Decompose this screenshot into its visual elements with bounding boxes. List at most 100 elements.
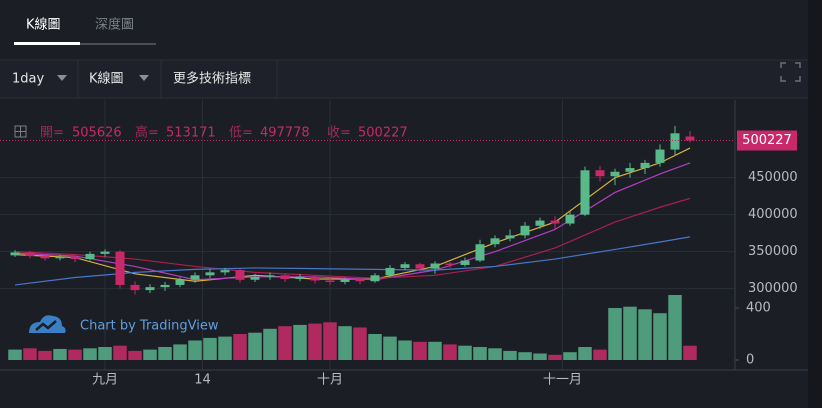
volume-bar: [173, 344, 187, 360]
candle-body: [145, 287, 155, 291]
dropdown-arrow: [57, 75, 67, 81]
candle-body: [280, 275, 290, 280]
y-tick-label: 350000: [748, 244, 798, 259]
volume-tick-label: 400: [746, 301, 771, 316]
candle-body: [430, 263, 440, 269]
volume-bar: [503, 350, 517, 360]
volume-bar: [488, 348, 502, 360]
candle-body: [595, 170, 605, 177]
dropdown-arrow: [139, 75, 149, 81]
candle-body: [445, 263, 455, 265]
legend-value: 505626: [72, 126, 122, 141]
watermark: Chart by TradingView: [29, 315, 219, 334]
volume-bar: [653, 313, 667, 360]
candle-body: [475, 244, 485, 261]
candle-body: [130, 284, 140, 291]
volume-bar: [23, 348, 37, 360]
candle-body: [520, 225, 530, 236]
volume-bar: [248, 332, 262, 360]
candle-body: [355, 279, 365, 282]
volume-bar: [473, 347, 487, 360]
indicators-button[interactable]: 更多技術指標: [173, 71, 251, 87]
volume-bar: [608, 308, 622, 360]
candle-body: [370, 275, 380, 282]
volume-bar: [428, 341, 442, 360]
candle-body: [580, 170, 590, 215]
volume-bar: [113, 345, 127, 360]
legend-value: 513171: [166, 126, 216, 141]
candle-body: [400, 264, 410, 268]
volume-bar: [638, 309, 652, 360]
candle-body: [310, 276, 320, 281]
style-select[interactable]: K線圖: [89, 71, 124, 87]
volume-bar: [563, 352, 577, 360]
candle-body: [505, 235, 515, 239]
candle-body: [115, 251, 125, 285]
x-tick-label: 十一月: [543, 373, 582, 388]
volume-bar: [578, 347, 592, 360]
tab-underline: [14, 42, 80, 45]
candle-body: [535, 220, 545, 226]
x-tick-label: 十月: [317, 373, 343, 388]
volume-bar: [278, 326, 292, 360]
y-tick-label: 450000: [748, 170, 798, 185]
legend-label: 開=: [40, 126, 64, 141]
volume-bar: [68, 349, 82, 360]
volume-bar: [338, 326, 352, 360]
candle-body: [685, 136, 695, 141]
fullscreen-button[interactable]: [780, 62, 801, 82]
legend-label: 高=: [135, 125, 159, 141]
candle-body: [325, 280, 335, 282]
volume-bar: [83, 348, 97, 360]
toolbar: [0, 60, 808, 98]
x-tick-label: 九月: [92, 373, 118, 388]
tab-underline-inactive: [80, 43, 156, 45]
tab-active[interactable]: K線圖: [26, 17, 61, 33]
volume-bar: [323, 322, 337, 360]
candle-body: [160, 284, 170, 288]
candle-body: [175, 279, 185, 285]
candle-body: [550, 220, 560, 224]
candle-body: [85, 253, 95, 260]
volume-bar: [548, 354, 562, 360]
volume-bar: [233, 334, 247, 360]
volume-bar: [203, 337, 217, 360]
volume-bar: [263, 328, 277, 360]
candle-body: [610, 171, 620, 177]
volume-bar: [53, 348, 67, 360]
volume-bar: [218, 336, 232, 360]
legend-value: 497778: [260, 126, 310, 141]
moving-average: [14, 236, 691, 286]
candle-body: [40, 256, 50, 259]
candle-body: [100, 251, 110, 254]
interval-select[interactable]: 1day: [12, 72, 44, 87]
volume-bar: [128, 350, 142, 360]
legend-label: 收=: [327, 126, 351, 141]
volume-bar: [293, 324, 307, 360]
volume-bar: [308, 323, 322, 360]
volume-bar: [683, 345, 697, 360]
volume-bar: [143, 349, 157, 360]
volume-bar: [623, 306, 637, 360]
candle-body: [340, 279, 350, 282]
volume-bar: [38, 350, 52, 360]
candle-body: [625, 168, 635, 172]
y-tick-label: 400000: [748, 207, 798, 222]
volume-bar: [98, 347, 112, 360]
candle-body: [190, 275, 200, 280]
candle-body: [55, 256, 65, 259]
volume-tick-label: 0: [746, 353, 754, 368]
volume-bar: [383, 336, 397, 360]
x-tick-label: 14: [194, 373, 211, 388]
volume-bar: [518, 352, 532, 360]
volume-bar: [353, 327, 367, 360]
candle-body: [385, 267, 395, 276]
candle-body: [250, 276, 260, 280]
candle-body: [70, 256, 80, 260]
watermark-text: Chart by TradingView: [80, 319, 219, 334]
tab[interactable]: 深度圖: [95, 17, 134, 33]
candle-body: [205, 272, 215, 276]
y-tick-label: 300000: [748, 281, 798, 296]
candle-body: [640, 162, 650, 169]
